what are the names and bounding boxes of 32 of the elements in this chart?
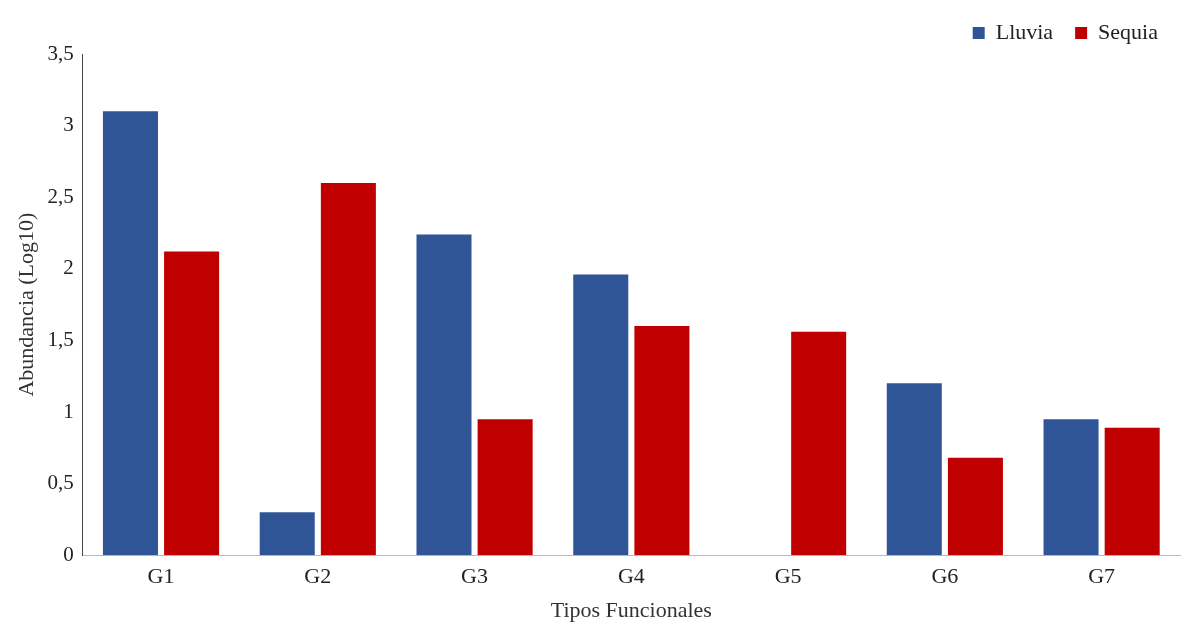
legend-label: Sequia xyxy=(1098,18,1159,44)
x-tick-label: G1 xyxy=(147,563,175,589)
y-axis-title: Abundancia (Log10) xyxy=(12,212,38,397)
y-tick-label: 0,5 xyxy=(47,470,74,495)
x-tick-label: G2 xyxy=(304,563,332,589)
bar xyxy=(259,512,315,556)
y-tick-label: 2 xyxy=(63,255,74,280)
bar xyxy=(102,111,158,556)
y-tick-label: 1 xyxy=(63,398,74,423)
bar xyxy=(634,326,690,556)
x-axis-title: Tipos Funcionales xyxy=(550,596,712,622)
y-tick-label: 0 xyxy=(63,541,74,566)
bar xyxy=(573,274,629,556)
y-tick-label: 3 xyxy=(63,112,74,137)
x-tick-label: G5 xyxy=(774,563,802,589)
bar xyxy=(886,383,942,556)
x-tick-label: G4 xyxy=(617,563,645,589)
bar xyxy=(320,182,376,556)
y-tick-label: 2,5 xyxy=(47,183,74,208)
bar xyxy=(164,251,220,556)
x-tick-label: G7 xyxy=(1088,563,1116,589)
bar xyxy=(416,234,472,556)
bar xyxy=(791,331,847,556)
bar xyxy=(477,419,533,556)
bar xyxy=(947,457,1003,556)
x-tick-label: G3 xyxy=(461,563,489,589)
y-tick-label: 3,5 xyxy=(47,40,74,65)
x-tick-label: G6 xyxy=(931,563,959,589)
legend-label: Lluvia xyxy=(995,18,1054,44)
y-tick-label: 1,5 xyxy=(47,326,74,351)
bar xyxy=(1104,427,1160,556)
bar xyxy=(1043,419,1099,556)
